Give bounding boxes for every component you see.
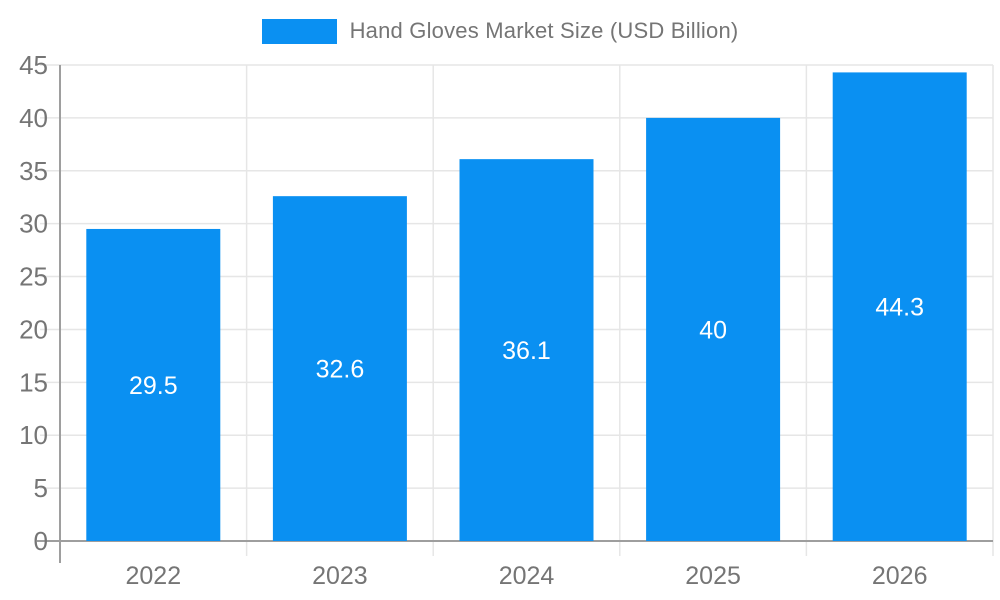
x-axis-tick-label-2023: 2023 [312, 562, 368, 590]
x-axis-tick-label-2026: 2026 [872, 562, 928, 590]
bar-layer [86, 72, 967, 542]
y-axis-tick-label: 10 [19, 420, 48, 450]
legend-swatch[interactable] [261, 18, 337, 44]
bar-2024[interactable] [459, 159, 594, 542]
bar-value-label-2025: 40 [699, 316, 727, 344]
chart-title: Hand Gloves Market Size (USD Billion) [349, 18, 739, 43]
bar-value-label-2022: 29.5 [129, 372, 178, 400]
bar-value-label-2024: 36.1 [502, 337, 551, 365]
label-layer: 05101520253035404529.5202232.6202336.120… [19, 50, 927, 590]
y-axis-tick-label: 15 [19, 367, 48, 397]
y-axis-tick-label: 5 [34, 473, 48, 503]
x-axis-tick-label-2022: 2022 [125, 562, 181, 590]
bar-2023[interactable] [272, 196, 407, 542]
y-axis-tick-label: 20 [19, 314, 48, 344]
y-axis-tick-label: 45 [19, 50, 48, 80]
bar-2022[interactable] [86, 228, 221, 541]
y-axis-tick-label: 35 [19, 156, 48, 186]
y-axis-tick-label: 25 [19, 262, 48, 292]
bar-2026[interactable] [832, 72, 967, 541]
y-axis-tick-label: 30 [19, 209, 48, 239]
bar-value-label-2026: 44.3 [875, 294, 924, 322]
x-axis-tick-label-2024: 2024 [499, 562, 555, 590]
bar-2025[interactable] [646, 117, 781, 541]
bar-value-label-2023: 32.6 [316, 356, 365, 384]
chart-legend[interactable]: Hand Gloves Market Size (USD Billion) [0, 18, 1000, 44]
y-axis-tick-label: 40 [19, 103, 48, 133]
y-axis-tick-label: 0 [34, 526, 48, 556]
x-axis-tick-label-2025: 2025 [685, 562, 741, 590]
